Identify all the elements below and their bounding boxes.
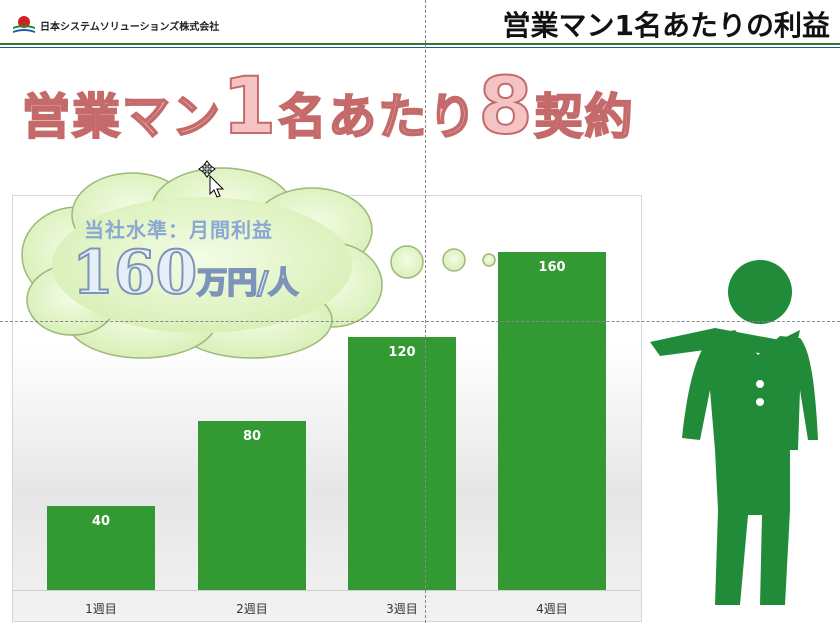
headline-part2: 名あたり: [277, 88, 479, 146]
logo-mark-icon: [12, 14, 36, 36]
company-name: 日本システムソリューションズ株式会社: [40, 21, 220, 33]
headline-part1: 営業マン: [21, 88, 223, 146]
move-cursor-icon: [198, 160, 228, 204]
chart-bar-1[interactable]: 40: [47, 505, 155, 590]
slide-title: 営業マン1名あたりの利益: [502, 9, 830, 42]
vertical-guide: [425, 0, 426, 623]
headline-part3: 契約: [534, 88, 635, 146]
salesman-figure-icon: [640, 260, 840, 619]
bar-data-label: 40: [91, 513, 111, 529]
bar-data-label: 120: [388, 344, 416, 360]
bar-data-label: 80: [242, 429, 262, 445]
headline: 営業マン1名あたり8契約: [21, 61, 635, 153]
category-label: 3週目: [386, 602, 418, 616]
thought-number: 160: [71, 237, 198, 309]
thought-unit: 万円/人: [196, 265, 299, 302]
chart-bar-3[interactable]: 120: [348, 336, 456, 590]
chart-bar-2[interactable]: 80: [198, 421, 306, 590]
category-label: 1週目: [85, 602, 117, 616]
chart-bar-4[interactable]: 160: [498, 252, 606, 590]
thought-bubble[interactable]: [12, 160, 512, 374]
category-label: 4週目: [536, 602, 568, 616]
company-logo: 日本システムソリューションズ株式会社: [12, 14, 219, 36]
category-label: 2週目: [236, 602, 268, 616]
thought-caption: 当社水準：月間利益: [84, 218, 273, 242]
headline-number-8: 8: [477, 61, 535, 153]
thought-value: 160万円/人: [71, 237, 299, 309]
header-rule-green: [0, 43, 840, 45]
chart-x-axis: [12, 590, 640, 591]
bar-data-label: 160: [538, 260, 566, 276]
header-rule-blue: [0, 47, 840, 48]
horizontal-guide: [0, 321, 840, 322]
headline-number-1: 1: [221, 61, 279, 153]
